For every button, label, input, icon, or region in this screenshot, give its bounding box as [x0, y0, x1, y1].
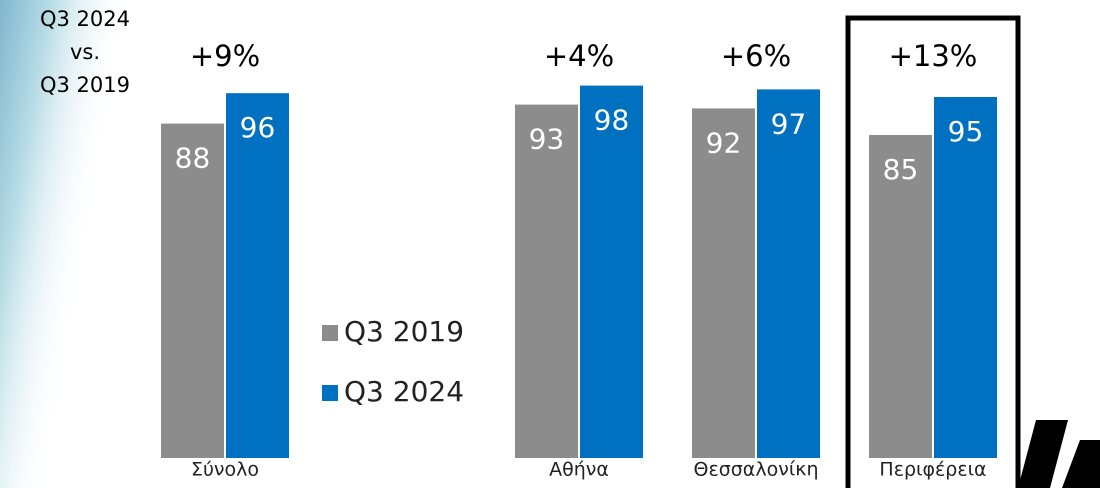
- legend-swatch: [322, 385, 338, 401]
- value-label: 93: [529, 123, 565, 156]
- change-label: +13%: [889, 39, 978, 73]
- decoration-slash: [1018, 420, 1068, 488]
- bar: [692, 108, 755, 459]
- value-label: 97: [771, 107, 807, 140]
- annotation-line: Q3 2019: [40, 73, 130, 97]
- bar: [580, 85, 643, 458]
- legend-label: Q3 2024: [344, 375, 464, 408]
- value-label: 98: [594, 104, 630, 137]
- highlight-box: [845, 15, 1021, 488]
- bar: [757, 89, 820, 459]
- bar: [515, 104, 578, 458]
- value-label: 88: [175, 142, 211, 175]
- x-tick-label: Σύνολο: [191, 459, 259, 481]
- change-label: +9%: [190, 39, 260, 73]
- x-tick-label: Αθήνα: [549, 459, 609, 481]
- value-label: 96: [240, 111, 276, 144]
- x-tick-label: Περιφέρεια: [879, 459, 986, 481]
- bar: [934, 97, 997, 458]
- bar: [869, 135, 932, 458]
- bar: [161, 123, 224, 458]
- bar: [226, 93, 289, 458]
- annotation-line: Q3 2024: [40, 7, 130, 31]
- value-label: 85: [883, 153, 919, 186]
- change-label: +6%: [721, 39, 791, 73]
- legend-label: Q3 2019: [344, 315, 464, 348]
- decoration-slash: [1062, 440, 1100, 488]
- x-tick-label: Θεσσαλονίκη: [694, 459, 819, 481]
- value-label: 95: [948, 115, 984, 148]
- change-label: +4%: [544, 39, 614, 73]
- annotation-line: vs.: [70, 40, 100, 64]
- legend-swatch: [322, 325, 338, 341]
- value-label: 92: [706, 126, 742, 159]
